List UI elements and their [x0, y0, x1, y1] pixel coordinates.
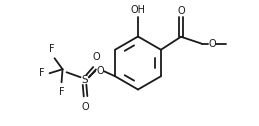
Text: F: F — [49, 44, 54, 54]
Text: F: F — [39, 68, 45, 78]
Text: O: O — [208, 39, 216, 49]
Text: O: O — [93, 52, 100, 62]
Text: O: O — [177, 6, 185, 15]
Text: O: O — [96, 66, 104, 76]
Text: F: F — [59, 87, 64, 97]
Text: OH: OH — [131, 5, 146, 15]
Text: S: S — [81, 75, 88, 85]
Text: O: O — [82, 102, 89, 112]
